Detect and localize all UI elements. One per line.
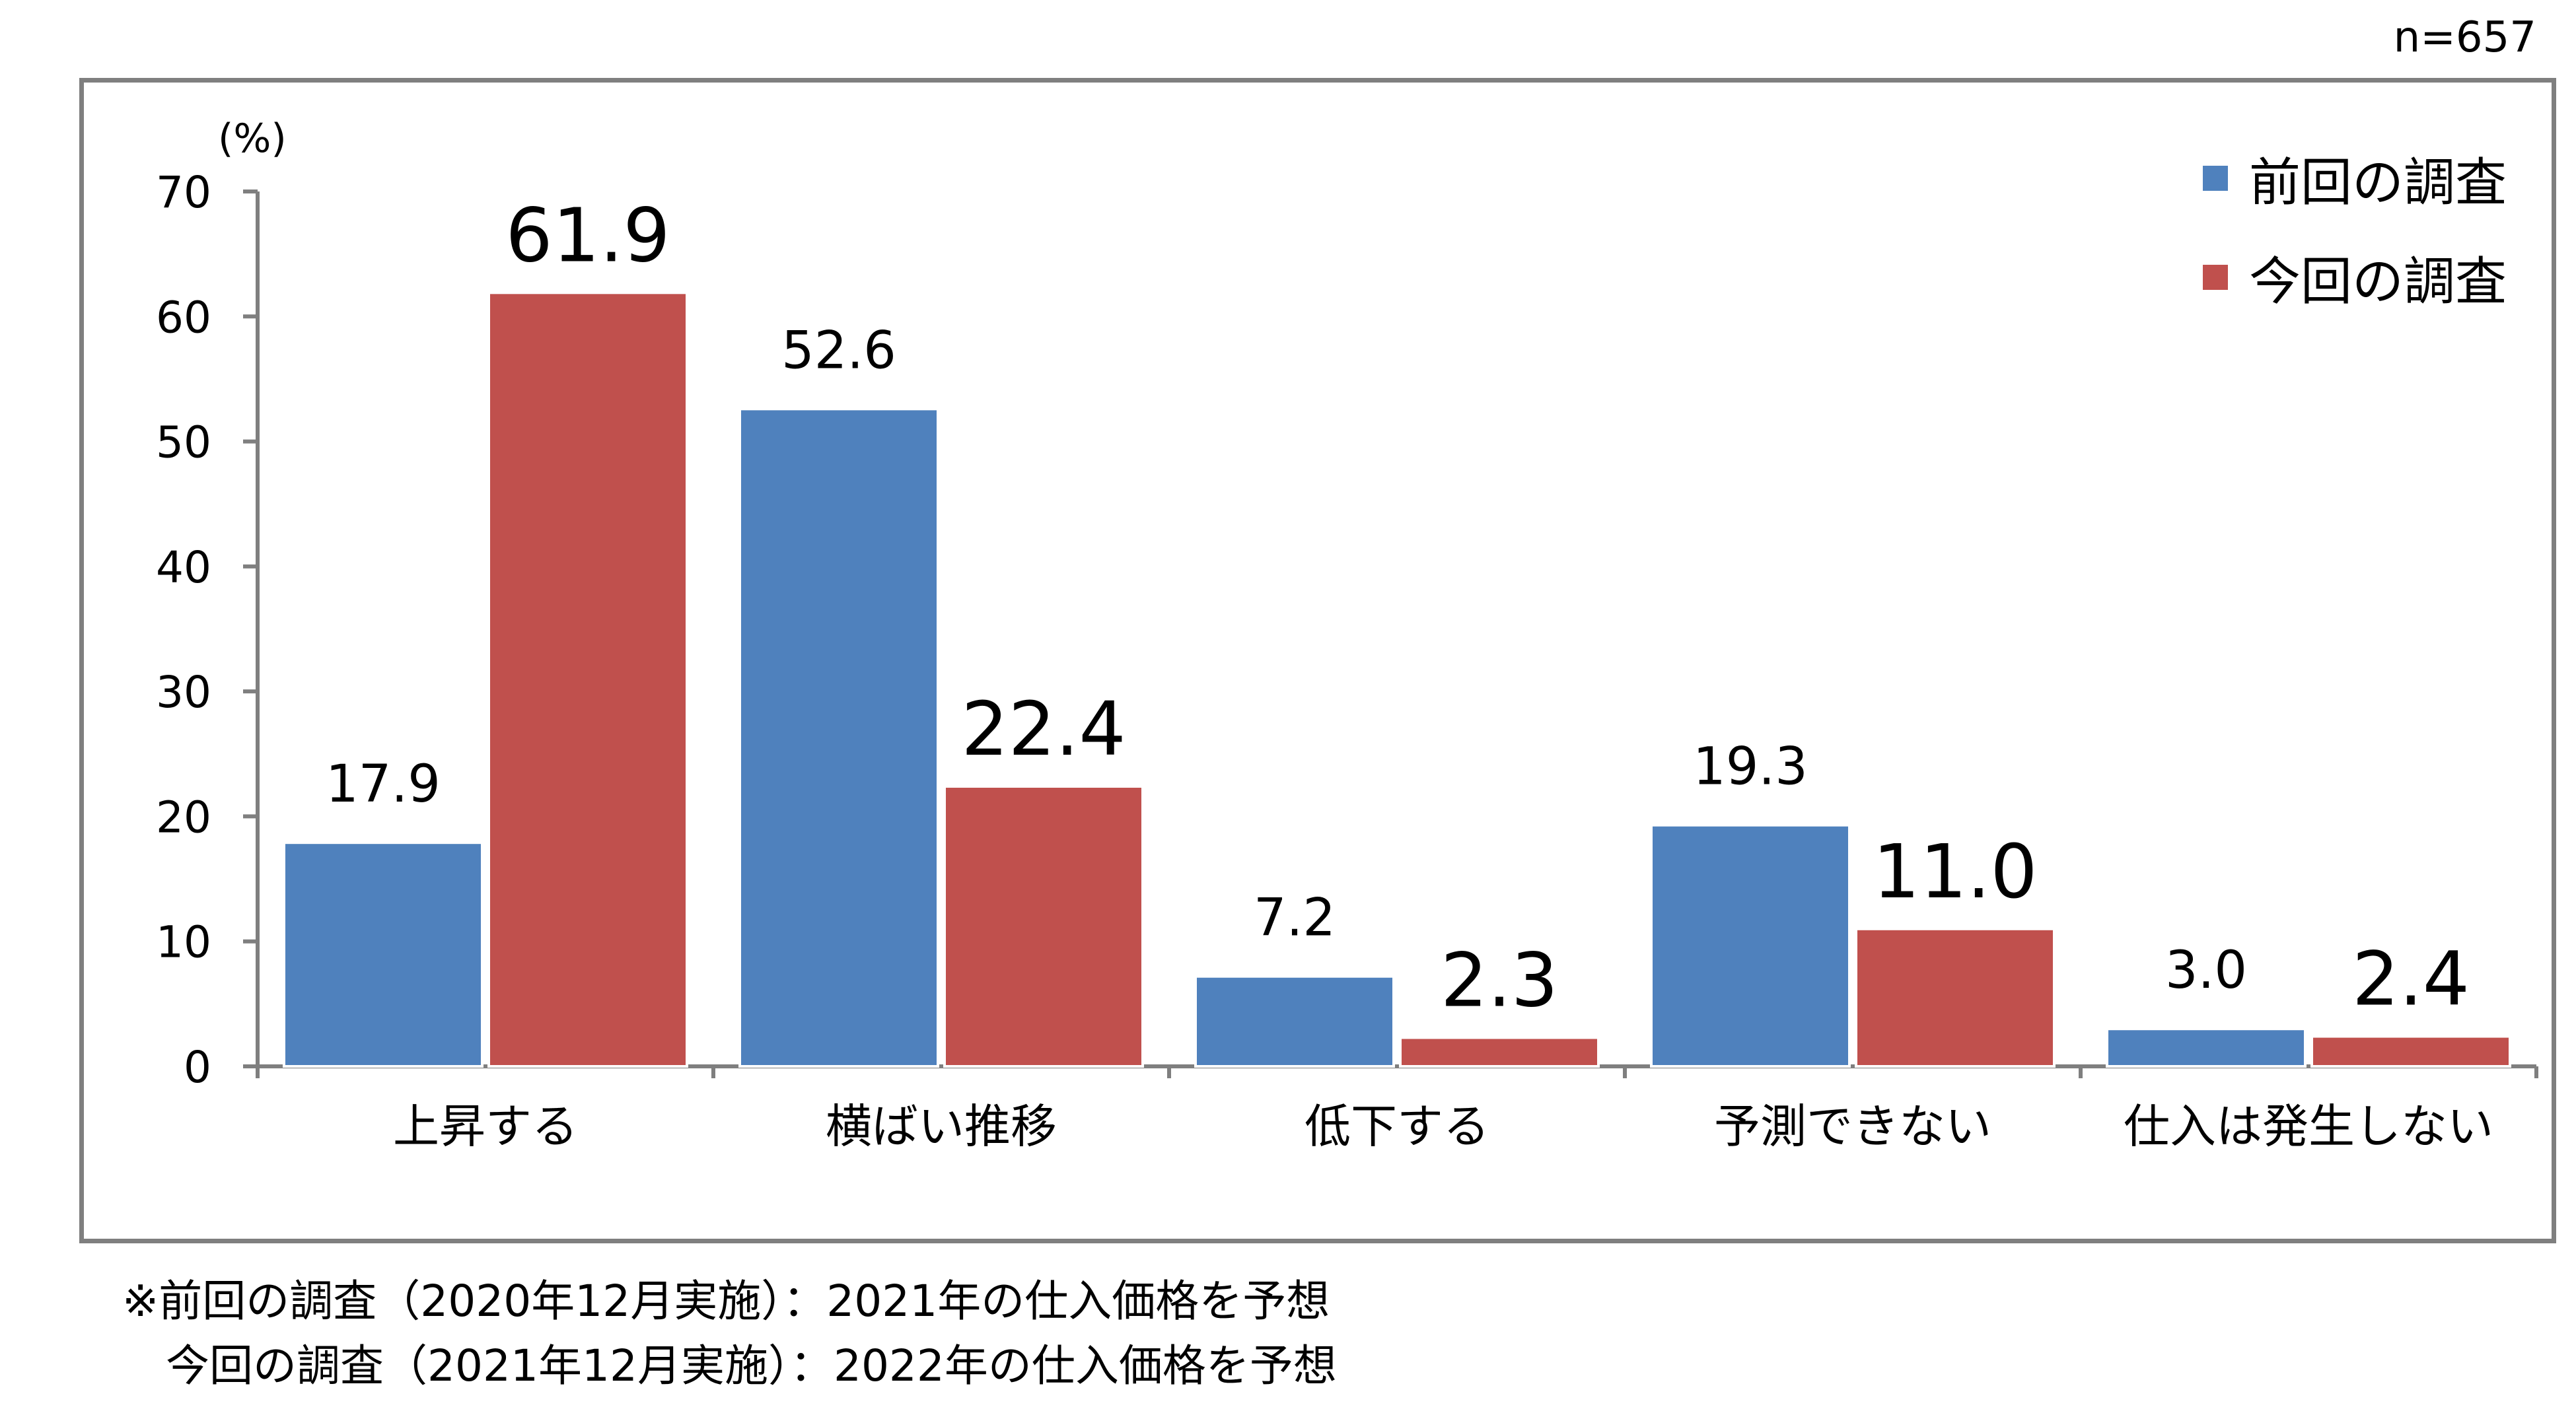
- y-tick-label: 40: [156, 542, 211, 593]
- legend-label-current: 今回の調査: [2248, 252, 2507, 312]
- footnote-current: 今回の調査（2021年12月実施）：2022年の仕入価格を予想: [122, 1340, 1337, 1391]
- bar-previous: [1650, 823, 1851, 1068]
- bar-previous: [2106, 1027, 2307, 1068]
- data-label-previous: 19.3: [1693, 738, 1808, 797]
- data-label-previous: 7.2: [1254, 889, 1336, 948]
- x-tick-label: 横ばい推移: [826, 1099, 1057, 1154]
- bar-current: [2310, 1035, 2511, 1068]
- bar-previous: [1194, 975, 1395, 1068]
- legend-item-previous[interactable]: 前回の調査: [2202, 129, 2507, 228]
- bar-previous: [283, 841, 483, 1068]
- legend-swatch-previous: [2202, 166, 2228, 191]
- y-tick-label: 20: [156, 792, 211, 843]
- data-label-current: 22.4: [961, 687, 1126, 773]
- footnotes: ※前回の調査（2020年12月実施）：2021年の仕入価格を予想 今回の調査（2…: [122, 1269, 1337, 1398]
- y-axis-unit-label: (%): [218, 116, 287, 162]
- legend-label-previous: 前回の調査: [2248, 153, 2507, 213]
- y-tick-label: 0: [184, 1042, 211, 1093]
- bar-current: [487, 291, 688, 1068]
- data-label-previous: 17.9: [326, 755, 441, 814]
- y-tick-label: 10: [156, 917, 211, 968]
- y-tick-label: 30: [156, 667, 211, 718]
- bar-current: [1399, 1036, 1600, 1068]
- legend-item-current[interactable]: 今回の調査: [2202, 228, 2507, 327]
- bar-current: [1855, 927, 2056, 1068]
- x-tick-label: 上昇する: [393, 1099, 578, 1154]
- chart-frame: [79, 78, 2556, 1243]
- x-tick-label: 予測できない: [1714, 1099, 1991, 1154]
- data-label-current: 2.3: [1441, 938, 1558, 1023]
- chart-legend: 前回の調査 今回の調査: [2202, 129, 2507, 327]
- x-tick-label: 仕入は発生しない: [2124, 1099, 2493, 1154]
- data-label-current: 11.0: [1873, 829, 2037, 915]
- footnote-previous: ※前回の調査（2020年12月実施）：2021年の仕入価格を予想: [122, 1276, 1330, 1327]
- bar-current: [943, 785, 1144, 1068]
- x-tick-label: 低下する: [1305, 1099, 1489, 1154]
- legend-swatch-current: [2202, 265, 2228, 290]
- data-label-current: 61.9: [505, 193, 670, 279]
- sample-size-label: n=657: [2393, 13, 2536, 62]
- y-tick-label: 60: [156, 292, 211, 343]
- bar-previous: [738, 407, 939, 1068]
- data-label-current: 2.4: [2352, 937, 2470, 1023]
- y-tick-label: 70: [156, 167, 211, 218]
- y-tick-label: 50: [156, 417, 211, 468]
- data-label-previous: 52.6: [781, 321, 896, 380]
- data-label-previous: 3.0: [2165, 941, 2247, 1000]
